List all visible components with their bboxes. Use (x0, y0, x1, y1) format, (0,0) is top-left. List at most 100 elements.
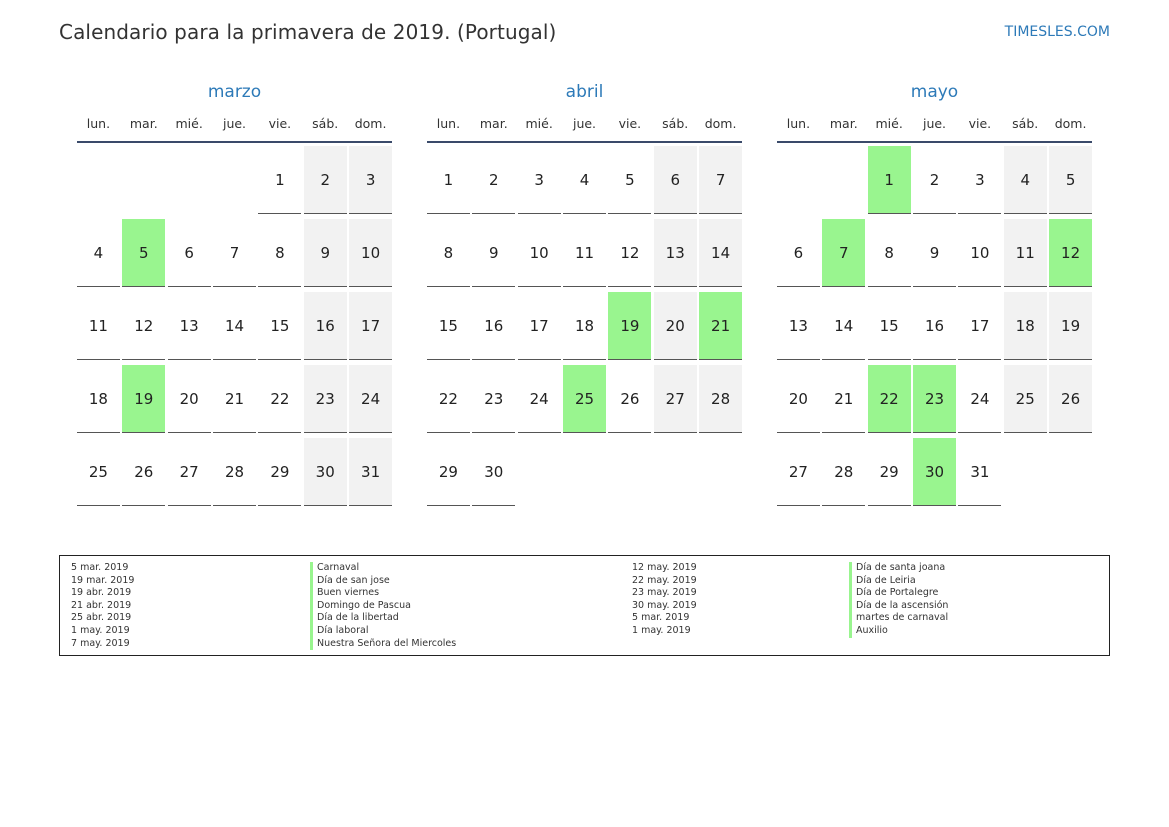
site-link[interactable]: TIMESLES.COM (1004, 24, 1110, 40)
day-cell[interactable]: 3 (958, 146, 1002, 214)
legend-date: 7 may. 2019 (71, 637, 130, 649)
day-cell[interactable]: 2 (303, 146, 347, 214)
day-cell[interactable]: 26 (122, 438, 166, 506)
day-cell[interactable]: 3 (349, 146, 393, 214)
day-cell[interactable]: 22 (258, 365, 302, 433)
day-cell[interactable]: 5 (1049, 146, 1093, 214)
day-cell[interactable]: 6 (653, 146, 697, 214)
day-cell[interactable]: 27 (167, 438, 211, 506)
day-cell[interactable]: 4 (77, 219, 120, 287)
day-cell[interactable]: 17 (349, 292, 393, 360)
day-cell[interactable]: 3 (517, 146, 561, 214)
day-cell[interactable]: 16 (303, 292, 347, 360)
day-cell[interactable]: 21 (213, 365, 256, 433)
holiday-day-cell[interactable]: 23 (913, 365, 956, 433)
day-cell[interactable]: 27 (653, 365, 697, 433)
weekday-label: lun. (786, 115, 811, 131)
day-cell[interactable]: 25 (1003, 365, 1047, 433)
day-cell[interactable]: 2 (472, 146, 516, 214)
day-cell[interactable]: 16 (913, 292, 956, 360)
day-cell[interactable]: 20 (167, 365, 211, 433)
day-cell[interactable]: 24 (517, 365, 561, 433)
day-cell[interactable]: 9 (913, 219, 956, 287)
day-cell[interactable]: 2 (913, 146, 956, 214)
day-cell[interactable]: 13 (777, 292, 820, 360)
day-cell[interactable]: 15 (427, 292, 470, 360)
day-cell[interactable]: 8 (427, 219, 470, 287)
day-cell[interactable]: 11 (563, 219, 606, 287)
day-cell[interactable]: 7 (699, 146, 743, 214)
day-cell[interactable]: 28 (699, 365, 743, 433)
day-cell[interactable]: 25 (77, 438, 120, 506)
day-cell[interactable]: 28 (822, 438, 866, 506)
empty-cell (213, 146, 256, 214)
day-cell[interactable]: 8 (867, 219, 911, 287)
day-cell[interactable]: 18 (1003, 292, 1047, 360)
day-cell[interactable]: 21 (822, 365, 866, 433)
day-cell[interactable]: 29 (427, 438, 470, 506)
day-cell[interactable]: 11 (1003, 219, 1047, 287)
day-cell[interactable]: 31 (958, 438, 1002, 506)
day-cell[interactable]: 7 (213, 219, 256, 287)
day-cell[interactable]: 6 (777, 219, 820, 287)
day-cell[interactable]: 16 (472, 292, 516, 360)
day-cell[interactable]: 26 (608, 365, 652, 433)
day-cell[interactable]: 18 (563, 292, 606, 360)
day-cell[interactable]: 12 (608, 219, 652, 287)
holiday-day-cell[interactable]: 30 (913, 438, 956, 506)
day-cell[interactable]: 18 (77, 365, 120, 433)
day-cell[interactable]: 6 (167, 219, 211, 287)
day-cell[interactable]: 19 (1049, 292, 1093, 360)
day-cell[interactable]: 24 (349, 365, 393, 433)
day-cell[interactable]: 29 (258, 438, 302, 506)
holiday-day-cell[interactable]: 19 (608, 292, 652, 360)
day-cell[interactable]: 20 (777, 365, 820, 433)
weekday-header: lun. mar. mié. jue. vie. sáb. dom. (427, 107, 742, 139)
day-cell[interactable]: 29 (867, 438, 911, 506)
day-cell[interactable]: 26 (1049, 365, 1093, 433)
day-cell[interactable]: 4 (1003, 146, 1047, 214)
day-cell[interactable]: 30 (472, 438, 516, 506)
day-cell[interactable]: 15 (258, 292, 302, 360)
day-cell[interactable]: 23 (303, 365, 347, 433)
holiday-day-cell[interactable]: 25 (563, 365, 606, 433)
day-cell[interactable]: 27 (777, 438, 820, 506)
day-cell[interactable]: 14 (213, 292, 256, 360)
day-cell[interactable]: 14 (822, 292, 866, 360)
day-cell[interactable]: 9 (303, 219, 347, 287)
day-cell[interactable]: 5 (608, 146, 652, 214)
day-cell[interactable]: 22 (427, 365, 470, 433)
holiday-day-cell[interactable]: 7 (822, 219, 866, 287)
day-cell[interactable]: 30 (303, 438, 347, 506)
day-cell[interactable]: 20 (653, 292, 697, 360)
day-cell[interactable]: 10 (349, 219, 393, 287)
day-cell[interactable]: 10 (517, 219, 561, 287)
day-cell[interactable]: 12 (122, 292, 166, 360)
holiday-day-cell[interactable]: 21 (699, 292, 743, 360)
day-cell[interactable]: 23 (472, 365, 516, 433)
day-cell[interactable]: 8 (258, 219, 302, 287)
day-cell[interactable]: 28 (213, 438, 256, 506)
day-cell[interactable]: 31 (349, 438, 393, 506)
day-cell[interactable]: 14 (699, 219, 743, 287)
day-cell[interactable]: 11 (77, 292, 120, 360)
day-cell[interactable]: 9 (472, 219, 516, 287)
day-cell[interactable]: 13 (167, 292, 211, 360)
holiday-day-cell[interactable]: 12 (1049, 219, 1093, 287)
holiday-day-cell[interactable]: 1 (867, 146, 911, 214)
day-cell[interactable]: 4 (563, 146, 606, 214)
day-cell[interactable]: 10 (958, 219, 1002, 287)
day-cell[interactable]: 17 (517, 292, 561, 360)
legend-date: 23 may. 2019 (632, 587, 697, 599)
day-cell[interactable]: 13 (653, 219, 697, 287)
empty-cell (777, 146, 820, 214)
holiday-day-cell[interactable]: 19 (122, 365, 166, 433)
day-cell[interactable]: 1 (258, 146, 302, 214)
day-cell[interactable]: 15 (867, 292, 911, 360)
day-cell[interactable]: 24 (958, 365, 1002, 433)
day-cell[interactable]: 1 (427, 146, 470, 214)
weekday-header: lun. mar. mié. jue. vie. sáb. dom. (777, 107, 1092, 139)
day-cell[interactable]: 17 (958, 292, 1002, 360)
holiday-day-cell[interactable]: 22 (867, 365, 911, 433)
holiday-day-cell[interactable]: 5 (122, 219, 166, 287)
